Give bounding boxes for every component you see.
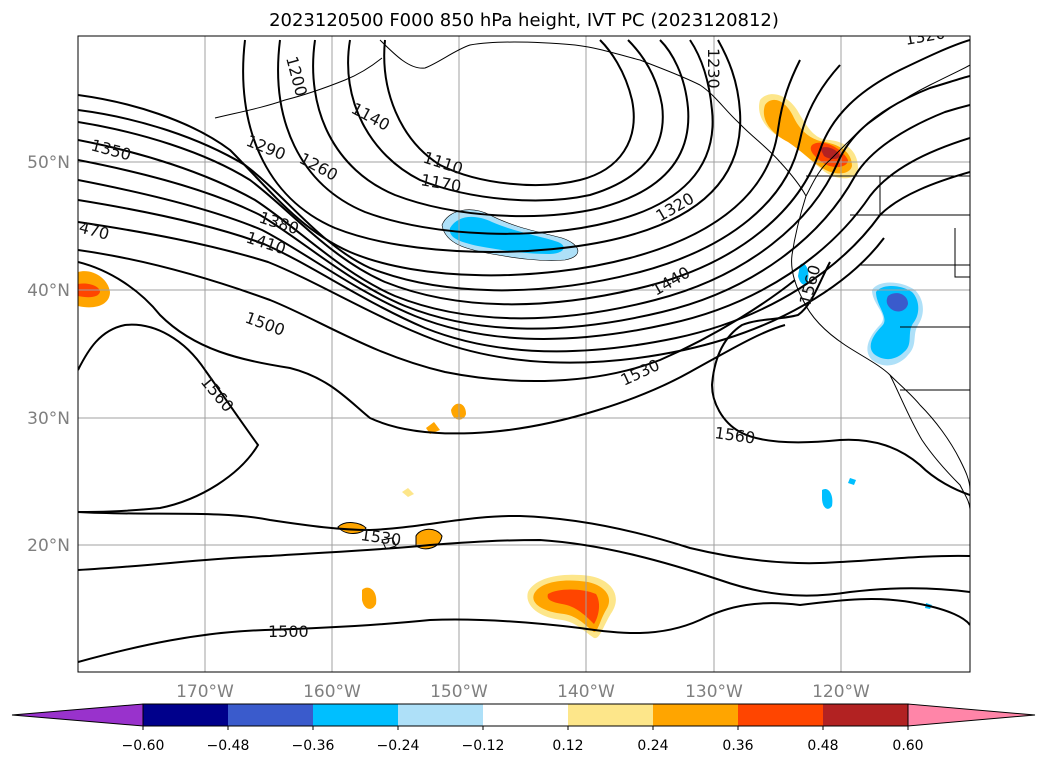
hawaii-oahu [337, 522, 367, 534]
lon-label: 140°W [557, 682, 615, 702]
contour-1470 [78, 221, 885, 364]
colorbar-swatch [653, 704, 738, 726]
lon-label: 120°W [812, 682, 870, 702]
negative-anomaly-small [848, 478, 856, 485]
colorbar-tick-label: 0.48 [807, 738, 838, 754]
map-area: 1200 1230 1320 1140 1350 1290 1260 1110 … [78, 36, 970, 672]
colorbar-swatch [483, 704, 568, 726]
contour-1560-east [710, 261, 970, 496]
positive-anomaly-c [402, 488, 414, 497]
colorbar-extend-low [11, 703, 144, 727]
negative-anomaly-swus-peak [886, 293, 908, 312]
contour-1560-west [78, 323, 260, 513]
colorbar-swatch [568, 704, 653, 726]
contour-1530-south [78, 511, 970, 565]
contour-1410 [78, 137, 970, 340]
colorbar-swatch [313, 704, 398, 726]
contour-1380 [78, 104, 970, 330]
contour-1110 [383, 39, 635, 186]
colorbar-outline [142, 703, 909, 727]
height-contours [78, 39, 970, 663]
contour-1530 [78, 261, 786, 435]
positive-anomaly-bc-max [820, 147, 840, 159]
contour-1440 [78, 171, 970, 353]
lat-label: 50°N [27, 153, 70, 173]
colorbar-tick-label: −0.12 [462, 738, 505, 754]
coastlines [214, 39, 970, 550]
contour-label: 1500 [268, 622, 309, 641]
contour-label: 1230 [704, 48, 723, 89]
colorbar: −0.60 −0.48 −0.36 −0.24 −0.12 0.12 0.24 0.36 0.4… [11, 703, 1036, 754]
colorbar-tick-label: −0.60 [122, 738, 165, 754]
contour-1230 [242, 39, 742, 253]
map-frame [77, 35, 971, 673]
lon-label: 170°W [176, 682, 234, 702]
hawaii-big-island [415, 528, 443, 550]
colorbar-tick-label: −0.36 [292, 738, 335, 754]
contour-1500-far-south [78, 598, 970, 663]
positive-anomaly-f [362, 587, 377, 609]
colorbar-tick-label: 0.60 [892, 738, 923, 754]
lon-label: 130°W [685, 682, 743, 702]
contour-1320 [78, 39, 970, 306]
colorbar-tick-label: −0.24 [377, 738, 420, 754]
contour-1350 [78, 75, 970, 320]
lon-label: 150°W [430, 682, 488, 702]
negative-anomaly-baja [822, 488, 833, 509]
alaska-coast [379, 39, 807, 197]
figure-title: 2023120500 F000 850 hPa height, IVT PC (… [269, 10, 779, 31]
colorbar-extend-high [907, 703, 1036, 727]
latitude-labels: 50°N 40°N 30°N 20°N [27, 153, 70, 556]
lat-label: 40°N [27, 281, 70, 301]
colorbar-swatch [823, 704, 908, 726]
us-west-coast [791, 195, 970, 491]
colorbar-swatch [143, 704, 228, 726]
lon-label: 160°W [303, 682, 361, 702]
colorbar-tick-label: −0.48 [207, 738, 250, 754]
longitude-labels: 170°W 160°W 150°W 140°W 130°W 120°W [176, 682, 870, 702]
aleutian-chain [214, 57, 383, 119]
colorbar-swatch [398, 704, 483, 726]
contour-1500-south [78, 538, 970, 597]
contour-1170 [312, 39, 690, 218]
negative-anomaly-coast [798, 263, 809, 285]
colorbar-tick-label: 0.12 [552, 738, 583, 754]
contour-1200 [277, 39, 714, 235]
lat-label: 30°N [27, 409, 70, 429]
colorbar-tick-label: 0.36 [722, 738, 753, 754]
contour-1140 [347, 39, 664, 202]
baja-coast [889, 374, 970, 511]
hawaii-kauai [381, 537, 397, 550]
contour-1500 [78, 249, 796, 383]
colorbar-tick-label: 0.24 [637, 738, 668, 754]
contour-1260 [78, 59, 801, 277]
positive-anomaly-b [426, 422, 440, 434]
colorbar-swatch [228, 704, 313, 726]
colorbar-swatch [738, 704, 823, 726]
negative-anomaly-core [449, 216, 564, 254]
contour-1290 [78, 64, 841, 292]
lat-label: 20°N [27, 536, 70, 556]
